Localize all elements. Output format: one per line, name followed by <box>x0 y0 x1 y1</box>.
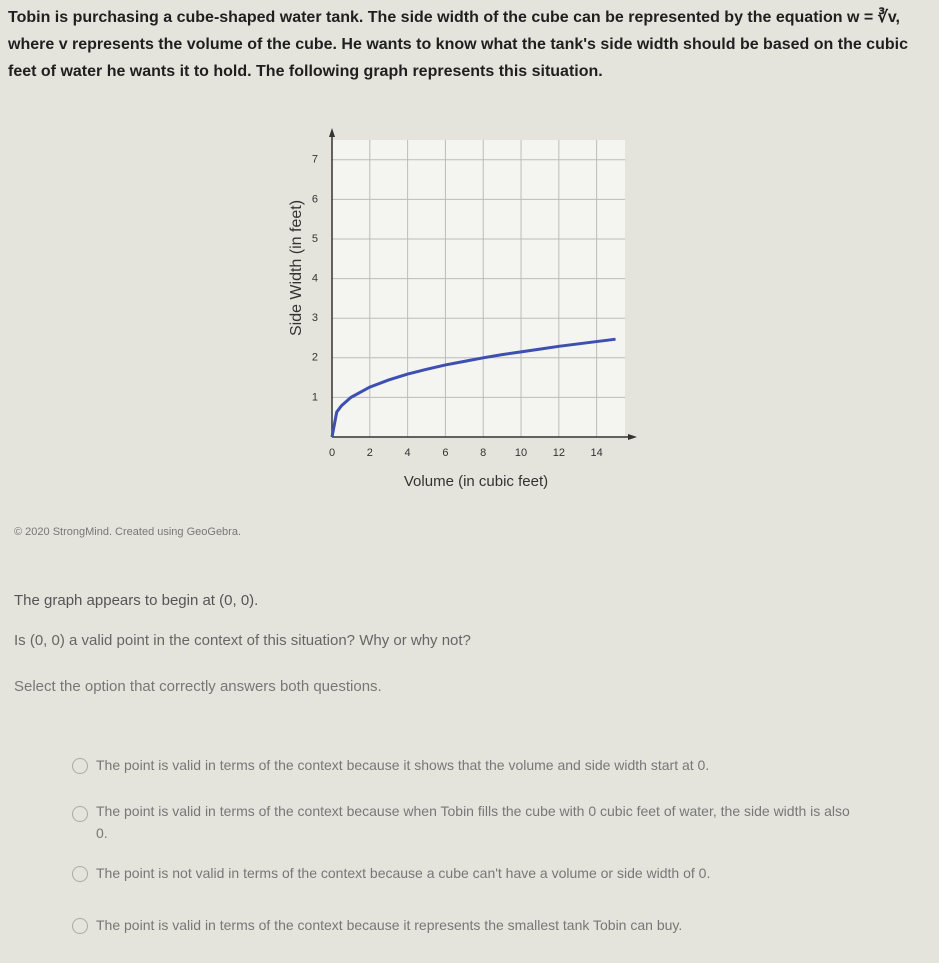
instruction: Select the option that correctly answers… <box>14 678 382 695</box>
y-tick-label: 7 <box>312 154 318 166</box>
x-axis-arrow <box>628 434 637 440</box>
y-tick-label: 3 <box>312 312 318 324</box>
y-tick-label: 6 <box>312 193 318 205</box>
y-tick-label: 2 <box>312 352 318 364</box>
x-tick-label: 10 <box>515 447 527 459</box>
x-tick-label: 0 <box>329 447 335 459</box>
x-tick-label: 14 <box>591 447 603 459</box>
radio-button[interactable] <box>72 806 88 822</box>
x-tick-label: 12 <box>553 447 565 459</box>
radio-button[interactable] <box>72 866 88 882</box>
y-axis-label: Side Width (in feet) <box>288 200 305 336</box>
y-tick-label: 1 <box>312 391 318 403</box>
option[interactable]: The point is valid in terms of the conte… <box>96 917 683 933</box>
question: Tobin is purchasing a cube-shaped water … <box>8 9 908 80</box>
chart: Side Width (in feet) Volume (in cubic fe… <box>288 128 637 490</box>
radio-button[interactable] <box>72 918 88 934</box>
y-axis-arrow <box>329 128 335 137</box>
prompt: Is (0, 0) a valid point in the context o… <box>14 632 471 649</box>
y-tick-label: 4 <box>312 273 318 285</box>
x-tick-label: 8 <box>480 447 486 459</box>
plot-area <box>332 140 625 437</box>
x-tick-label: 6 <box>442 447 448 459</box>
radio-button[interactable] <box>72 758 88 774</box>
x-axis-label: Volume (in cubic feet) <box>404 473 548 490</box>
y-tick-label: 5 <box>312 233 318 245</box>
option[interactable]: The point is valid in terms of the conte… <box>96 803 850 841</box>
x-tick-label: 2 <box>367 447 373 459</box>
credit: © 2020 StrongMind. Created using GeoGebr… <box>14 526 242 538</box>
x-tick-label: 4 <box>405 447 411 459</box>
data-line <box>330 337 616 438</box>
option[interactable]: The point is not valid in terms of the c… <box>96 865 711 881</box>
statement: The graph appears to begin at (0, 0). <box>14 592 259 609</box>
option[interactable]: The point is valid in terms of the conte… <box>96 757 710 773</box>
